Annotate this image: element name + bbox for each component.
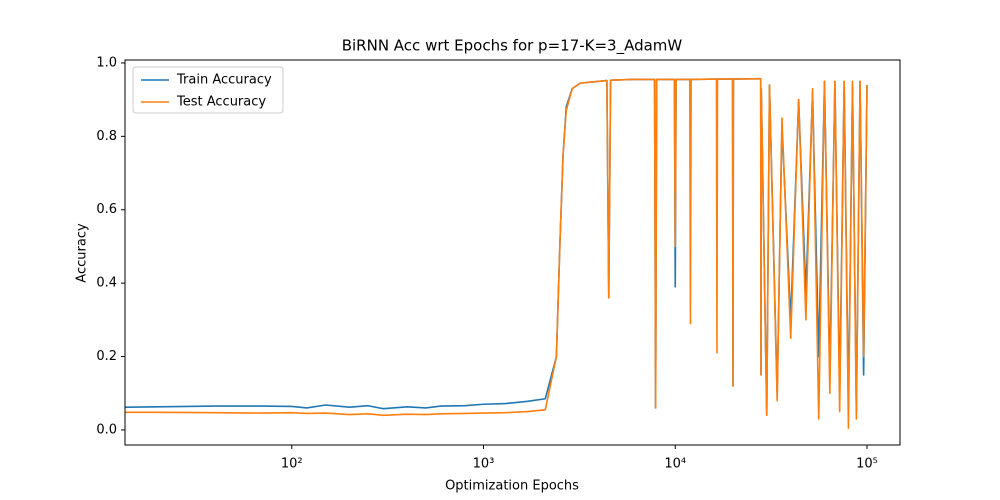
- y-tick-label: 0.4: [96, 276, 117, 291]
- x-tick-label: 10⁴: [664, 457, 686, 472]
- y-tick-label: 0.6: [96, 202, 117, 217]
- data-line: [125, 77, 868, 417]
- legend-label: Train Accuracy: [176, 73, 272, 88]
- y-tick-label: 0.2: [96, 349, 117, 364]
- x-tick-label: 10⁵: [856, 457, 878, 472]
- plot-frame: [124, 59, 901, 446]
- chart-title: BiRNN Acc wrt Epochs for p=17-K=3_AdamW: [342, 37, 683, 56]
- x-tick-label: 10²: [281, 457, 303, 472]
- legend-label: Test Accuracy: [176, 95, 266, 110]
- y-tick-label: 1.0: [96, 55, 117, 70]
- data-line: [125, 77, 868, 429]
- legend-box: [132, 66, 284, 114]
- y-tick-label: 0.8: [96, 129, 117, 144]
- y-tick-label: 0.0: [96, 422, 117, 437]
- x-axis-label: Optimization Epochs: [445, 479, 579, 494]
- x-tick-label: 10³: [473, 457, 495, 472]
- y-axis-label: Accuracy: [75, 223, 90, 283]
